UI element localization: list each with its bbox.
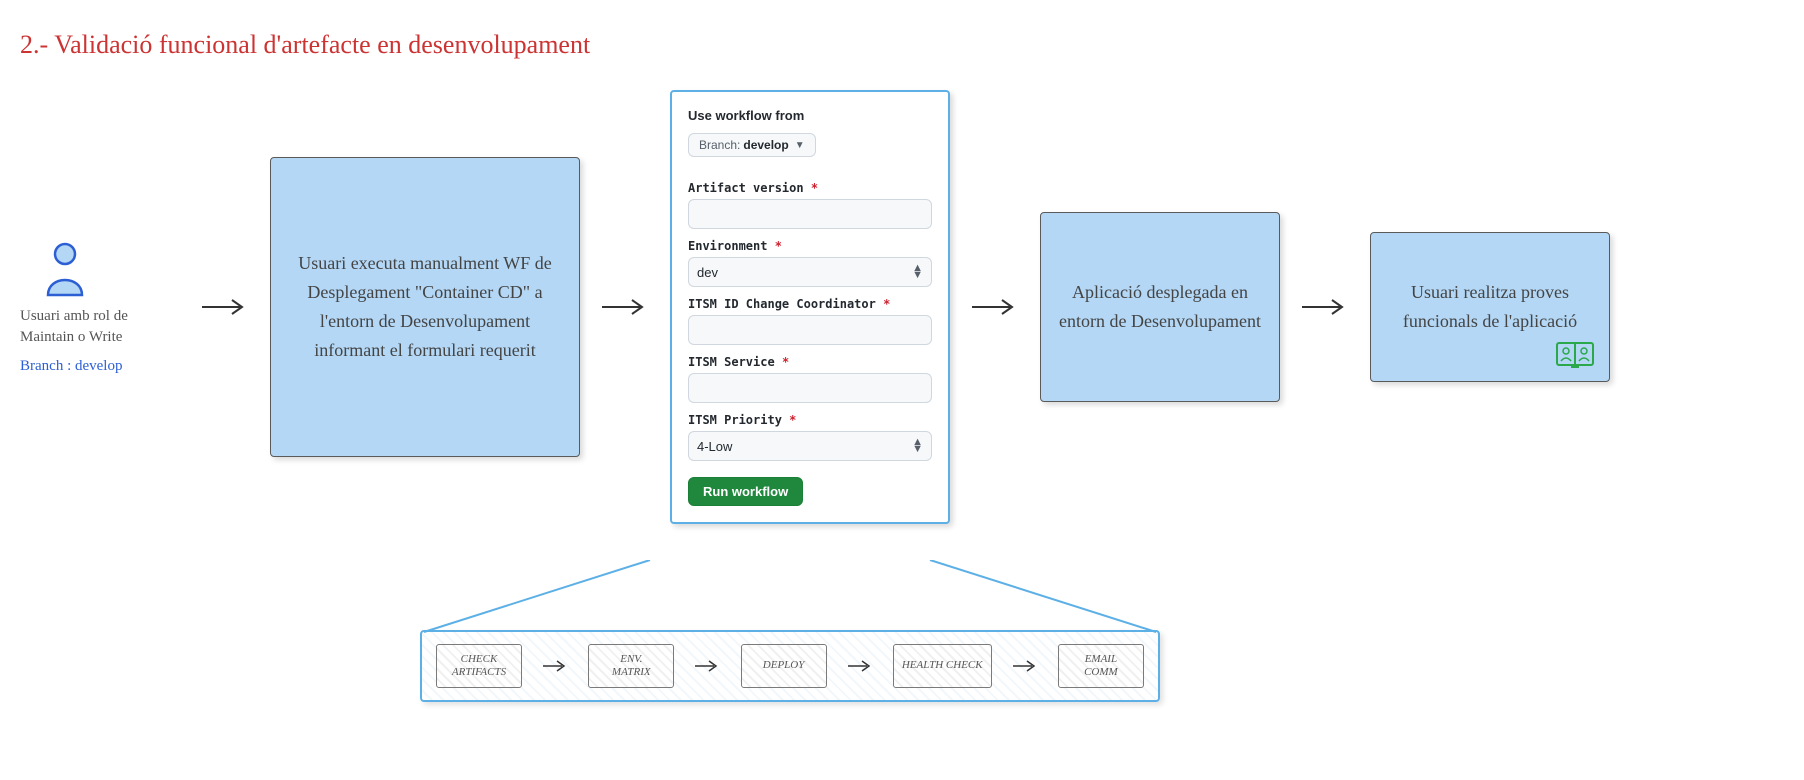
itsm-service-input[interactable] (688, 373, 932, 403)
itsm-id-input[interactable] (688, 315, 932, 345)
arrow-icon (542, 656, 568, 676)
label-itsm-id: ITSM ID Change Coordinator * (688, 297, 932, 311)
user-icon (40, 240, 90, 300)
step-box-manual-wf: Usuari executa manualment WF de Desplega… (270, 157, 580, 457)
actor-label: Usuari amb rol de Maintain o Write (20, 306, 180, 348)
meeting-icon (1555, 341, 1595, 371)
priority-value: 4-Low (697, 439, 732, 454)
workflow-form: Use workflow from Branch: develop ▼ Arti… (670, 90, 950, 524)
branch-selector[interactable]: Branch: develop ▼ (688, 133, 816, 157)
branch-prefix: Branch: (699, 138, 740, 152)
arrow-icon (200, 292, 250, 322)
priority-select[interactable]: 4-Low ▲▼ (688, 431, 932, 461)
page-title: 2.- Validació funcional d'artefacte en d… (20, 30, 1784, 60)
pipeline-strip: CHECK ARTIFACTS ENV. MATRIX DEPLOY HEALT… (420, 630, 1160, 702)
arrow-icon (694, 656, 720, 676)
label-env: Environment * (688, 239, 932, 253)
chevron-down-icon: ▼ (795, 140, 805, 151)
label-artifact: Artifact version * (688, 181, 932, 195)
actor-block: Usuari amb rol de Maintain o Write Branc… (20, 240, 180, 375)
run-workflow-button[interactable]: Run workflow (688, 477, 803, 506)
updown-icon: ▲▼ (912, 439, 923, 452)
updown-icon: ▲▼ (912, 265, 923, 278)
env-value: dev (697, 265, 718, 280)
artifact-input[interactable] (688, 199, 932, 229)
label-itsm-service: ITSM Service * (688, 355, 932, 369)
stage-email-comm: EMAIL COMM (1058, 644, 1144, 688)
step-box-test-text: Usuari realitza proves funcionals de l'a… (1387, 278, 1593, 336)
form-header: Use workflow from (688, 108, 932, 123)
arrow-icon (1012, 656, 1038, 676)
arrow-icon (1300, 292, 1350, 322)
arrow-icon (847, 656, 873, 676)
arrow-icon (600, 292, 650, 322)
label-itsm-priority: ITSM Priority * (688, 413, 932, 427)
stage-health-check: HEALTH CHECK (893, 644, 992, 688)
pipeline-wrap: CHECK ARTIFACTS ENV. MATRIX DEPLOY HEALT… (420, 560, 1160, 702)
stage-check-artifacts: CHECK ARTIFACTS (436, 644, 522, 688)
step-box-test: Usuari realitza proves funcionals de l'a… (1370, 232, 1610, 382)
env-select[interactable]: dev ▲▼ (688, 257, 932, 287)
flow-row: Usuari amb rol de Maintain o Write Branc… (20, 90, 1784, 524)
step-box-deployed: Aplicació desplegada en entorn de Desenv… (1040, 212, 1280, 402)
branch-value: develop (743, 138, 788, 152)
arrow-icon (970, 292, 1020, 322)
stage-env-matrix: ENV. MATRIX (588, 644, 674, 688)
stage-deploy: DEPLOY (741, 644, 827, 688)
actor-branch: Branch : develop (20, 358, 122, 375)
